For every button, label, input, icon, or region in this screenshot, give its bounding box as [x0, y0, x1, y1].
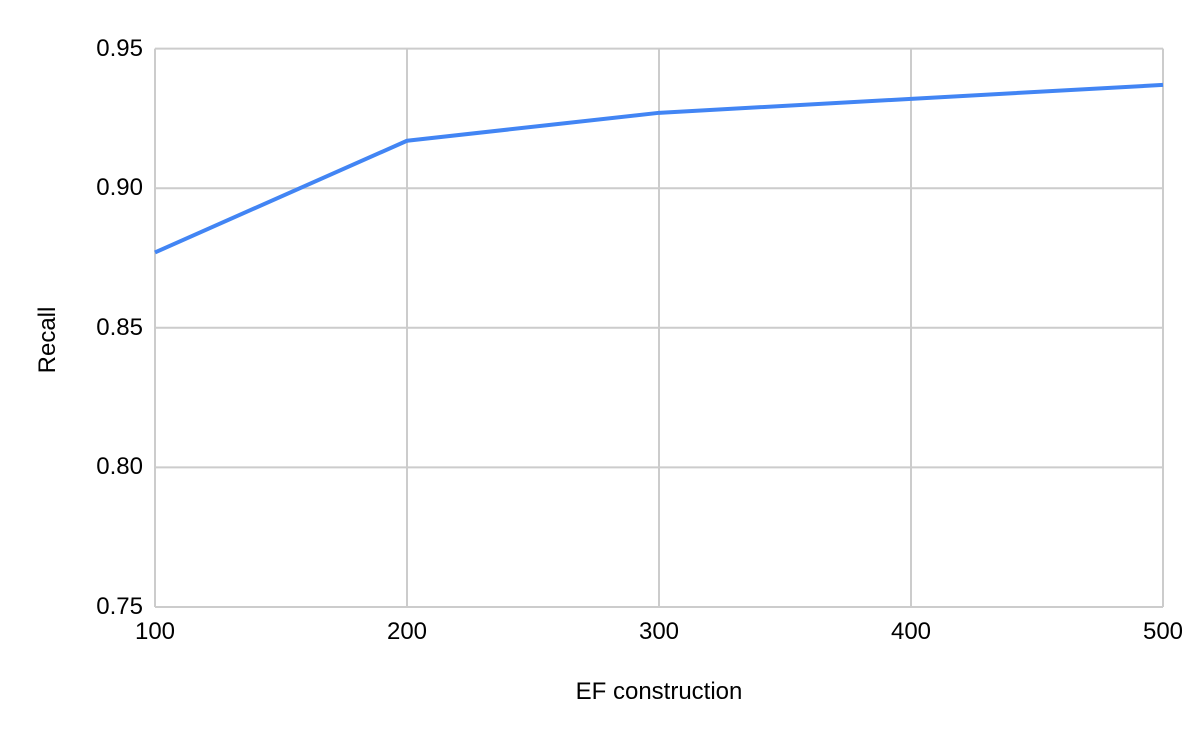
x-tick-label: 400 [890, 618, 932, 645]
y-tick-label: 0.95 [96, 34, 143, 62]
x-axis-title: EF construction [575, 678, 743, 705]
y-tick-label: 0.90 [96, 174, 143, 202]
y-tick-label: 0.75 [96, 593, 143, 620]
x-tick-label: 100 [134, 618, 176, 645]
x-tick-label: 300 [638, 618, 680, 645]
x-tick-label: 500 [1142, 618, 1184, 645]
y-tick-label: 0.85 [96, 313, 143, 341]
y-tick-label: 0.80 [96, 453, 143, 481]
y-axis-title: Recall [34, 306, 61, 374]
series-line-recall [154, 82, 1164, 255]
x-tick-label: 200 [386, 618, 428, 645]
